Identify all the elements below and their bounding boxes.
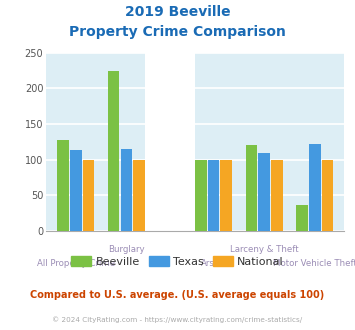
Bar	[195, 160, 207, 231]
Bar	[57, 140, 69, 231]
Bar	[296, 205, 308, 231]
Bar	[208, 160, 219, 231]
Bar	[108, 71, 120, 231]
Text: Arson: Arson	[201, 259, 226, 268]
Text: 2019 Beeville: 2019 Beeville	[125, 5, 230, 19]
Bar	[309, 144, 321, 231]
Bar	[145, 53, 195, 231]
Bar	[271, 160, 283, 231]
Bar	[322, 160, 333, 231]
Text: Property Crime Comparison: Property Crime Comparison	[69, 25, 286, 39]
Text: All Property Crime: All Property Crime	[37, 259, 115, 268]
Bar	[133, 160, 145, 231]
Bar	[70, 150, 82, 231]
Text: Larceny & Theft: Larceny & Theft	[230, 245, 299, 254]
Text: Burglary: Burglary	[108, 245, 144, 254]
Bar	[246, 146, 257, 231]
Text: © 2024 CityRating.com - https://www.cityrating.com/crime-statistics/: © 2024 CityRating.com - https://www.city…	[53, 317, 302, 323]
Text: Motor Vehicle Theft: Motor Vehicle Theft	[273, 259, 355, 268]
Bar	[82, 160, 94, 231]
Bar	[220, 160, 232, 231]
Text: Compared to U.S. average. (U.S. average equals 100): Compared to U.S. average. (U.S. average …	[31, 290, 324, 300]
Bar	[258, 152, 270, 231]
Bar	[120, 149, 132, 231]
Legend: Beeville, Texas, National: Beeville, Texas, National	[71, 255, 284, 267]
